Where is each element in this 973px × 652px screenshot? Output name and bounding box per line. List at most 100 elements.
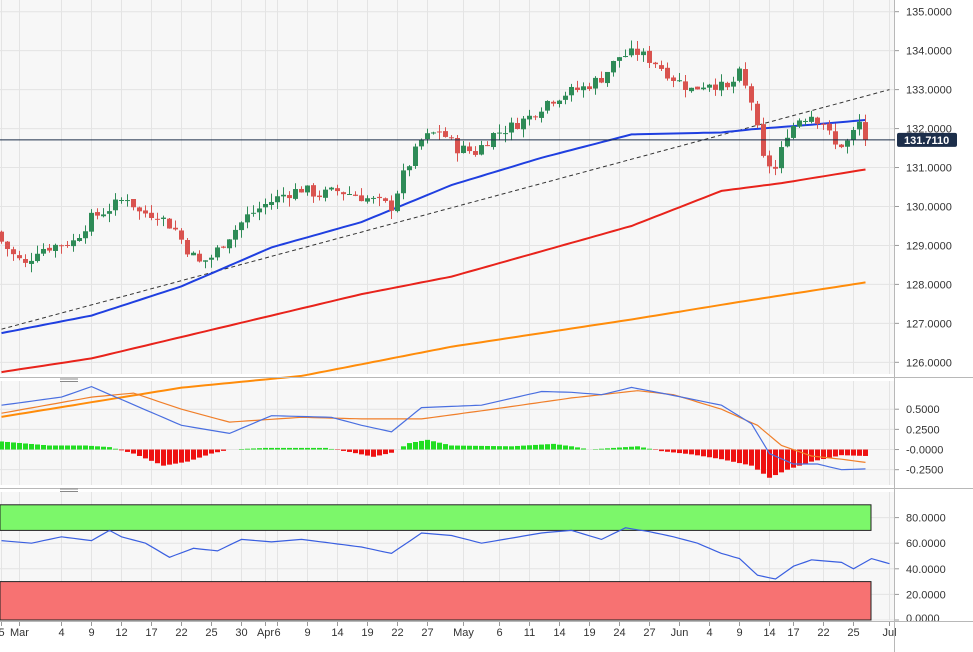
macd-histogram-bar [623, 447, 628, 450]
candle [665, 62, 670, 81]
candle [227, 239, 232, 254]
candle-body [95, 212, 100, 216]
candle [65, 240, 70, 248]
x-tick-label: May [453, 627, 474, 639]
y-tick-label: 130.0000 [906, 201, 952, 213]
macd-histogram-bar [845, 449, 850, 456]
candle [623, 49, 628, 58]
candle [155, 212, 160, 226]
macd-histogram-bar [203, 449, 208, 456]
y-axis: 135.0000 134.0000 133.0000 132.0000 131.0000… [894, 7, 952, 625]
macd-histogram-bar [641, 447, 646, 450]
sma-20-line [1, 119, 866, 335]
macd-histogram-bar [659, 449, 664, 452]
macd-histogram-bar [773, 449, 778, 476]
candle-body [209, 257, 214, 260]
macd-histogram-bar [311, 447, 316, 450]
resize-handle[interactable] [60, 378, 78, 382]
macd-histogram-bar [425, 439, 430, 450]
candle [77, 234, 82, 242]
macd-histogram-bar [17, 442, 22, 450]
macd-histogram-bar [857, 449, 862, 456]
resize-handle[interactable] [60, 488, 78, 492]
candle-body [587, 86, 592, 90]
candle-body [215, 247, 220, 258]
macd-histogram-bar [503, 446, 508, 450]
candle-body [305, 185, 310, 193]
candle [347, 186, 352, 196]
candle [41, 243, 46, 257]
candle [635, 40, 640, 61]
candle [215, 245, 220, 261]
candle-body [341, 192, 346, 195]
candle-body [77, 238, 82, 241]
candle-body [53, 244, 58, 251]
x-tick-label: 5 [0, 627, 5, 639]
macd-histogram-bar [767, 449, 772, 478]
candle [437, 125, 442, 140]
y-tick-label: 126.0000 [906, 357, 952, 369]
candle-body [239, 222, 244, 231]
candle-body [545, 100, 550, 111]
y-tick-label: 134.0000 [906, 46, 952, 58]
candle [689, 87, 694, 93]
macd-histogram-bar [131, 449, 136, 454]
candle-body [233, 229, 238, 240]
candle [413, 143, 418, 169]
candle [443, 127, 448, 138]
macd-histogram-bar [569, 446, 574, 450]
macd-histogram-bar [509, 446, 514, 450]
candle [287, 191, 292, 207]
candle-body [767, 155, 772, 167]
candle [725, 81, 730, 91]
candle-body [821, 123, 826, 125]
candle-body [719, 81, 724, 91]
candle-body [275, 196, 280, 203]
macd-histogram-bar [545, 444, 550, 450]
y-tick-label: 40.0000 [906, 564, 946, 576]
macd-histogram-bar [431, 441, 436, 450]
macd-histogram-bar [389, 449, 394, 453]
macd-histogram-bar [287, 447, 292, 450]
candle-body [689, 87, 694, 92]
candle [407, 165, 412, 177]
candle-body [71, 240, 76, 247]
candle-body [137, 207, 142, 212]
macd-histogram-bar [611, 447, 616, 450]
macd-histogram-bar [299, 447, 304, 450]
candle [671, 75, 676, 88]
candle [641, 48, 646, 62]
candle-body [833, 131, 838, 145]
macd-histogram-bar [365, 449, 370, 456]
candle [377, 193, 382, 207]
candle [191, 251, 196, 256]
candle-body [617, 57, 622, 61]
macd-histogram-bar [359, 449, 364, 455]
macd-histogram-bar [275, 447, 280, 450]
macd-histogram-bar [815, 449, 820, 461]
candle-body [785, 137, 790, 147]
candle-body [605, 71, 610, 84]
sma-50-line [1, 168, 866, 374]
macd-histogram-bar [95, 446, 100, 450]
candle [827, 120, 832, 135]
candle-body [113, 199, 118, 211]
macd-histogram-bar [719, 449, 724, 460]
candle [461, 141, 466, 154]
candle-body [35, 253, 40, 262]
candle-body [755, 103, 760, 126]
candle-body [263, 204, 268, 208]
y-tick-label: 0.2500 [906, 424, 940, 436]
macd-histogram-bar [701, 449, 706, 457]
candle-body [5, 241, 10, 250]
candle-body [245, 214, 250, 223]
candle-body [473, 151, 478, 155]
macd-histogram-bar [59, 445, 64, 450]
candle-body [815, 117, 820, 124]
macd-histogram-bar [5, 441, 10, 450]
candle [275, 189, 280, 209]
macd-histogram-bar [539, 444, 544, 450]
candle [563, 91, 568, 105]
candle-body [593, 77, 598, 89]
macd-histogram-bar [761, 449, 766, 474]
